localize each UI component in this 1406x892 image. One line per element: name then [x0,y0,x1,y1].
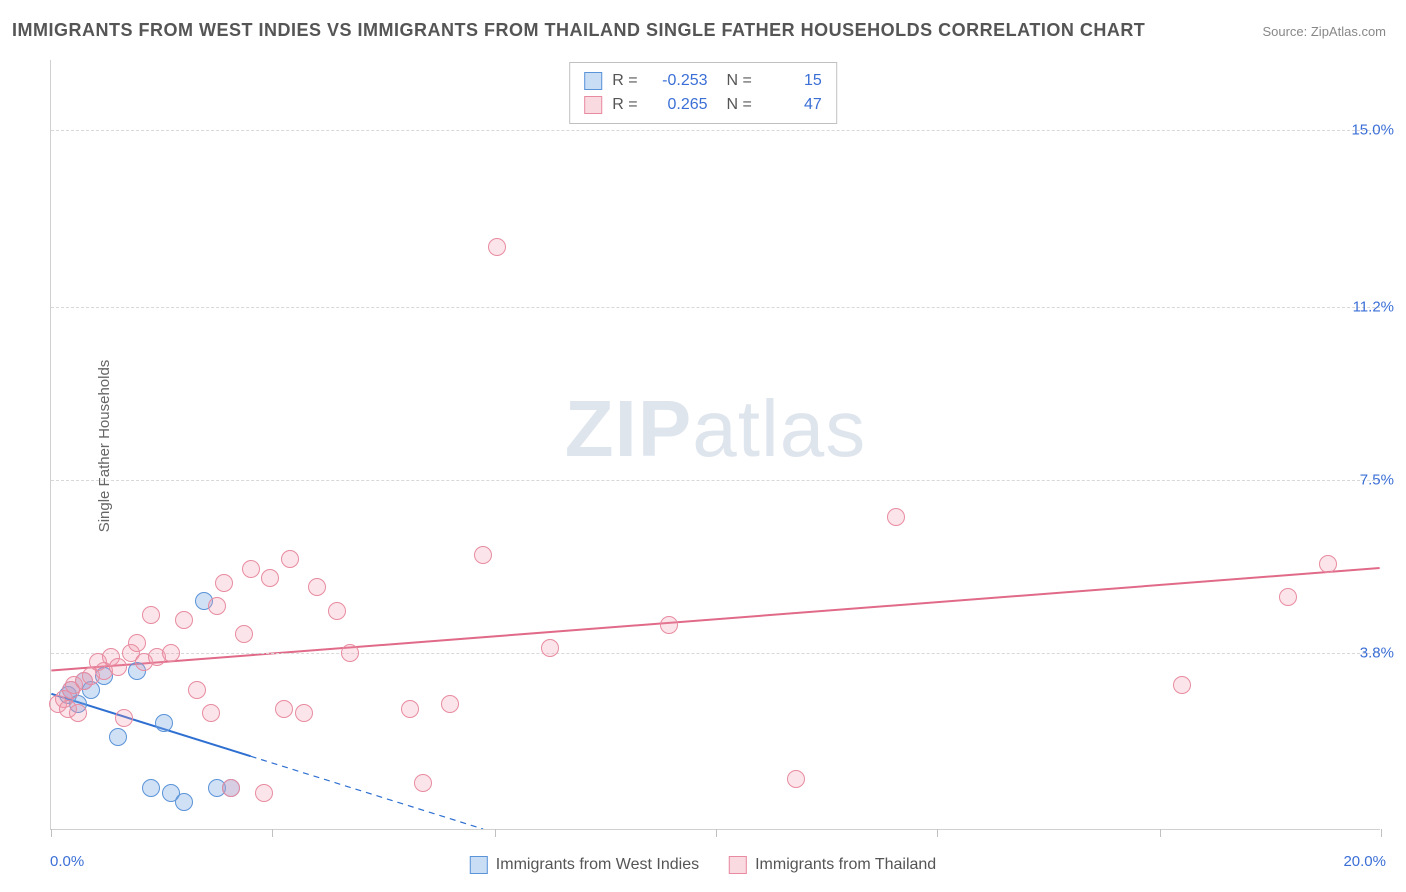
stats-swatch [584,96,602,114]
data-point [175,611,193,629]
legend-swatch [729,856,747,874]
legend-item: Immigrants from Thailand [729,856,936,874]
stat-r-value: 0.265 [648,93,708,117]
chart-title: IMMIGRANTS FROM WEST INDIES VS IMMIGRANT… [12,20,1145,41]
stat-n-label: N = [718,69,752,93]
trend-line-dashed [251,756,483,829]
legend-item: Immigrants from West Indies [470,856,699,874]
data-point [474,546,492,564]
data-point [142,606,160,624]
x-tick [272,829,273,837]
data-point [69,704,87,722]
chart-container: IMMIGRANTS FROM WEST INDIES VS IMMIGRANT… [0,0,1406,892]
stat-r-value: -0.253 [648,69,708,93]
x-tick [937,829,938,837]
source-attribution: Source: ZipAtlas.com [1262,24,1386,39]
data-point [541,639,559,657]
stat-r-label: R = [612,69,637,93]
data-point [887,508,905,526]
x-axis-min: 0.0% [50,853,84,870]
data-point [401,700,419,718]
data-point [142,779,160,797]
y-tick-label: 15.0% [1351,122,1394,139]
x-tick [51,829,52,837]
data-point [295,704,313,722]
data-point [242,560,260,578]
data-point [787,770,805,788]
stat-r-label: R = [612,93,637,117]
y-tick-label: 11.2% [1353,299,1394,316]
data-point [109,728,127,746]
data-point [1173,676,1191,694]
stat-n-value: 47 [762,93,822,117]
data-point [255,784,273,802]
data-point [261,569,279,587]
x-axis-max: 20.0% [1343,853,1386,870]
data-point [308,578,326,596]
trend-lines-svg [51,60,1380,829]
plot-area: ZIPatlas [50,60,1380,830]
gridline [51,130,1380,131]
data-point [275,700,293,718]
legend-swatch [470,856,488,874]
gridline [51,307,1380,308]
x-tick [495,829,496,837]
stat-n-label: N = [718,93,752,117]
data-point [115,709,133,727]
data-point [328,602,346,620]
bottom-legend: Immigrants from West Indies Immigrants fr… [470,856,936,874]
legend-label: Immigrants from West Indies [496,856,699,874]
data-point [128,634,146,652]
watermark: ZIPatlas [565,383,866,475]
stats-row: R = 0.265 N = 47 [584,93,822,117]
data-point [341,644,359,662]
data-point [109,658,127,676]
watermark-rest: atlas [692,384,866,473]
data-point [155,714,173,732]
data-point [175,793,193,811]
data-point [235,625,253,643]
stats-row: R = -0.253 N = 15 [584,69,822,93]
data-point [215,574,233,592]
y-tick-label: 7.5% [1360,472,1394,489]
x-tick [716,829,717,837]
data-point [660,616,678,634]
data-point [1319,555,1337,573]
legend-label: Immigrants from Thailand [755,856,936,874]
y-tick-label: 3.8% [1360,644,1394,661]
data-point [188,681,206,699]
stat-n-value: 15 [762,69,822,93]
data-point [222,779,240,797]
data-point [414,774,432,792]
data-point [281,550,299,568]
x-tick [1381,829,1382,837]
gridline [51,653,1380,654]
data-point [208,597,226,615]
watermark-bold: ZIP [565,384,692,473]
stats-legend-box: R = -0.253 N = 15 R = 0.265 N = 47 [569,62,837,124]
trend-line-solid [51,568,1379,671]
data-point [1279,588,1297,606]
x-tick [1160,829,1161,837]
data-point [441,695,459,713]
data-point [488,238,506,256]
gridline [51,480,1380,481]
stats-swatch [584,72,602,90]
data-point [202,704,220,722]
data-point [162,644,180,662]
